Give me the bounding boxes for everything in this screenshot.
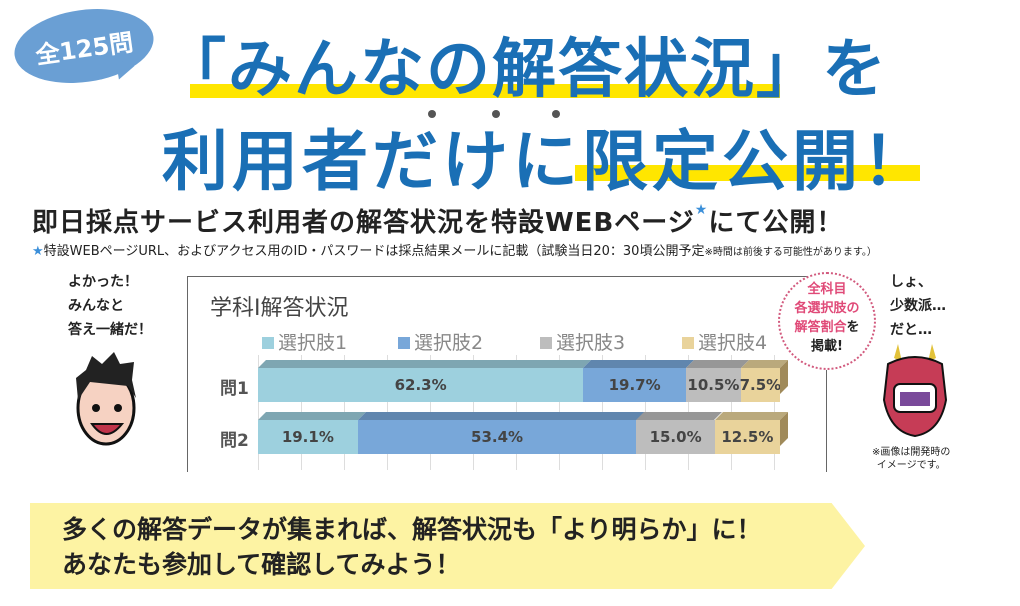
legend-item: 選択肢2 xyxy=(398,328,483,355)
oni-mask-illustration xyxy=(882,344,948,438)
highlight-bar xyxy=(575,165,920,181)
bar-segment-top xyxy=(686,360,749,368)
legend-item: 選択肢1 xyxy=(262,328,347,355)
bar-segment: 19.7% xyxy=(583,368,687,402)
data-label: 53.4% xyxy=(471,428,524,446)
category-label: 問1 xyxy=(220,379,249,399)
legend-item: 選択肢3 xyxy=(540,328,625,355)
bar-segment: 19.1% xyxy=(258,420,358,454)
bar-segment-top xyxy=(357,412,645,420)
legend-item: 選択肢4 xyxy=(682,328,767,355)
right-speech: しょ、 少数派… だと… xyxy=(890,274,946,338)
emphasis-dot xyxy=(552,110,560,118)
cta-banner xyxy=(30,503,865,589)
emphasis-dot xyxy=(428,110,436,118)
image-disclaimer: ※画像は開発時の イメージです。 xyxy=(872,447,951,471)
bar-segment: 12.5% xyxy=(714,420,780,454)
legend-label: 選択肢4 xyxy=(698,332,768,354)
legend-swatch xyxy=(398,337,410,349)
bar-segment-top xyxy=(258,412,366,420)
bar-segment-top xyxy=(740,360,788,368)
legend-label: 選択肢1 xyxy=(278,332,348,354)
bar-segment-top xyxy=(714,412,788,420)
legend-label: 選択肢3 xyxy=(556,332,626,354)
legend-swatch xyxy=(682,337,694,349)
data-label: 12.5% xyxy=(721,428,774,446)
headline-line2: 利用者だけに限定公開！ xyxy=(162,122,932,200)
bar-segment-top xyxy=(583,360,695,368)
category-label: 問2 xyxy=(220,431,249,451)
emphasis-dot xyxy=(492,110,500,118)
bar-side-face xyxy=(780,412,788,446)
legend-swatch xyxy=(262,337,274,349)
bar-segment-top xyxy=(258,360,592,368)
data-label: 19.1% xyxy=(281,428,334,446)
data-label: 62.3% xyxy=(394,376,447,394)
star-icon: ★ xyxy=(694,202,709,218)
callout-bubble: 全科目 各選択肢の 解答割合を 掲載! xyxy=(778,272,876,370)
data-label: 7.5% xyxy=(739,376,782,394)
legend-swatch xyxy=(540,337,552,349)
footnote: ★特設WEBページURL、およびアクセス用のID・パスワードは採点結果メールに記… xyxy=(32,244,877,259)
bar-segment: 15.0% xyxy=(636,420,715,454)
bar-segment: 7.5% xyxy=(739,368,782,402)
bar-segment: 10.5% xyxy=(686,368,741,402)
cta-banner-text: 多くの解答データが集まれば、解答状況も「より明らか」に！ あなたも参加して確認し… xyxy=(62,515,762,579)
subheadline: 即日採点サービス利用者の解答状況を特設WEBページ★にて公開！ xyxy=(32,202,844,238)
headline-line1: 「みんなの解答状況」を xyxy=(162,32,888,107)
gridline xyxy=(258,355,259,470)
happy-man-illustration xyxy=(76,352,136,446)
left-speech: よかった！ みんなと 答え一緒だ！ xyxy=(68,274,152,338)
data-label: 15.0% xyxy=(649,428,702,446)
data-label: 10.5% xyxy=(687,376,740,394)
chart-title: 学科Ⅰ解答状況 xyxy=(210,296,349,321)
highlight-bar xyxy=(190,84,780,98)
bar-side-face xyxy=(780,360,788,394)
data-label: 19.7% xyxy=(608,376,661,394)
bar-segment-top xyxy=(636,412,723,420)
bar-segment: 53.4% xyxy=(357,420,637,454)
star-icon: ★ xyxy=(32,244,44,259)
legend-label: 選択肢2 xyxy=(414,332,484,354)
bar-segment: 62.3% xyxy=(258,368,584,402)
question-count-badge: 全125問 xyxy=(9,0,159,92)
